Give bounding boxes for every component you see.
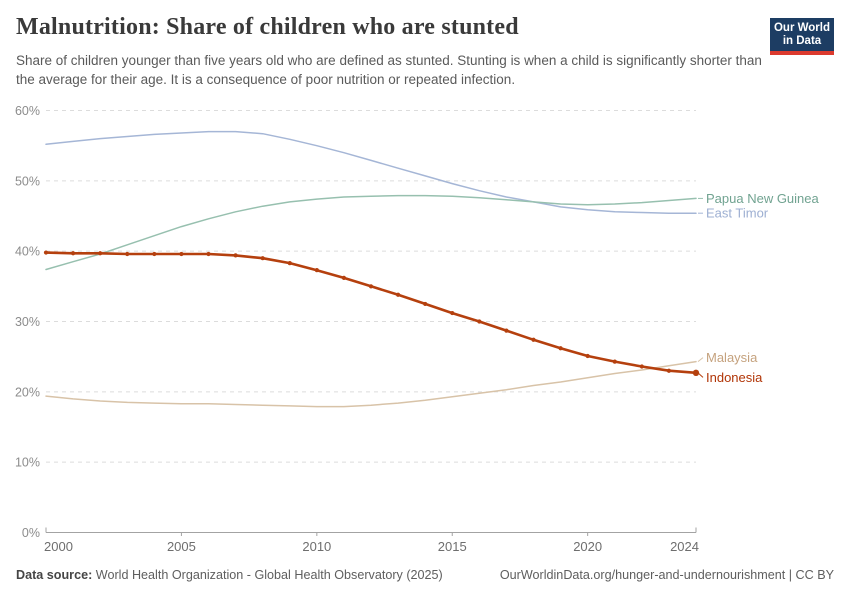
y-tick-label: 20% xyxy=(15,385,40,399)
data-point[interactable] xyxy=(585,353,590,359)
data-point[interactable] xyxy=(179,251,184,257)
data-point[interactable] xyxy=(287,261,292,266)
x-tick-label: 2005 xyxy=(167,539,196,554)
y-tick-label: 40% xyxy=(15,245,40,259)
y-tick-label: 50% xyxy=(15,174,40,188)
x-tick-label: 2015 xyxy=(438,539,467,554)
data-point[interactable] xyxy=(260,256,265,261)
y-tick-label: 0% xyxy=(22,526,40,540)
y-tick-label: 30% xyxy=(15,315,40,329)
y-tick-label: 10% xyxy=(15,456,40,470)
x-tick-label: 2024 xyxy=(670,539,699,554)
series-label-malaysia[interactable]: Malaysia xyxy=(706,350,758,365)
data-source-label: Data source: xyxy=(16,568,93,582)
data-point[interactable] xyxy=(233,253,238,258)
data-point[interactable] xyxy=(125,251,130,257)
x-tick-label: 2020 xyxy=(573,539,602,554)
data-point[interactable] xyxy=(70,251,76,256)
owid-logo[interactable]: Our World in Data xyxy=(770,18,834,55)
data-point[interactable] xyxy=(531,337,536,342)
data-source-text: World Health Organization - Global Healt… xyxy=(95,568,443,582)
data-source: Data source: World Health Organization -… xyxy=(16,567,443,583)
data-point[interactable] xyxy=(314,268,319,273)
series-line-indonesia[interactable] xyxy=(44,251,698,375)
data-point[interactable] xyxy=(450,310,455,316)
logo-line2: in Data xyxy=(782,35,822,47)
series-line-papua-new-guinea[interactable] xyxy=(45,194,697,271)
data-point[interactable] xyxy=(666,368,672,373)
data-point[interactable] xyxy=(43,250,49,255)
logo-line1: Our World xyxy=(773,22,830,34)
series-label-connector xyxy=(697,372,704,378)
x-tick-label: 2010 xyxy=(302,539,331,554)
x-tick-label: 2000 xyxy=(44,539,73,554)
series-label-papua-new-guinea[interactable]: Papua New Guinea xyxy=(706,191,820,206)
data-point[interactable] xyxy=(395,292,401,297)
series-label-east-timor[interactable]: East Timor xyxy=(706,206,769,221)
chart-subtitle: Share of children younger than five year… xyxy=(16,53,762,87)
series-label-indonesia[interactable]: Indonesia xyxy=(706,370,763,385)
series-line-east-timor[interactable] xyxy=(45,130,697,214)
page-title: Malnutrition: Share of children who are … xyxy=(16,14,519,40)
data-point[interactable] xyxy=(558,346,563,351)
data-point[interactable] xyxy=(368,284,374,289)
data-point[interactable] xyxy=(341,275,347,280)
series-line-malaysia[interactable] xyxy=(45,360,697,408)
data-point[interactable] xyxy=(98,251,103,256)
attribution-link[interactable]: OurWorldinData.org/hunger-and-undernouri… xyxy=(499,568,834,582)
owid-logo-text: Our World in Data xyxy=(770,18,834,51)
y-tick-label: 60% xyxy=(15,104,40,118)
data-point[interactable] xyxy=(504,328,509,333)
logo-accent-bar xyxy=(770,51,834,55)
data-point[interactable] xyxy=(423,301,428,307)
data-point[interactable] xyxy=(639,364,644,369)
data-point[interactable] xyxy=(477,319,482,324)
data-point[interactable] xyxy=(206,251,211,257)
chart-footer: Data source: World Health Organization -… xyxy=(0,567,850,583)
data-point[interactable] xyxy=(692,369,700,377)
data-point[interactable] xyxy=(612,359,617,364)
series-label-connector xyxy=(697,357,704,362)
data-point[interactable] xyxy=(152,251,157,257)
